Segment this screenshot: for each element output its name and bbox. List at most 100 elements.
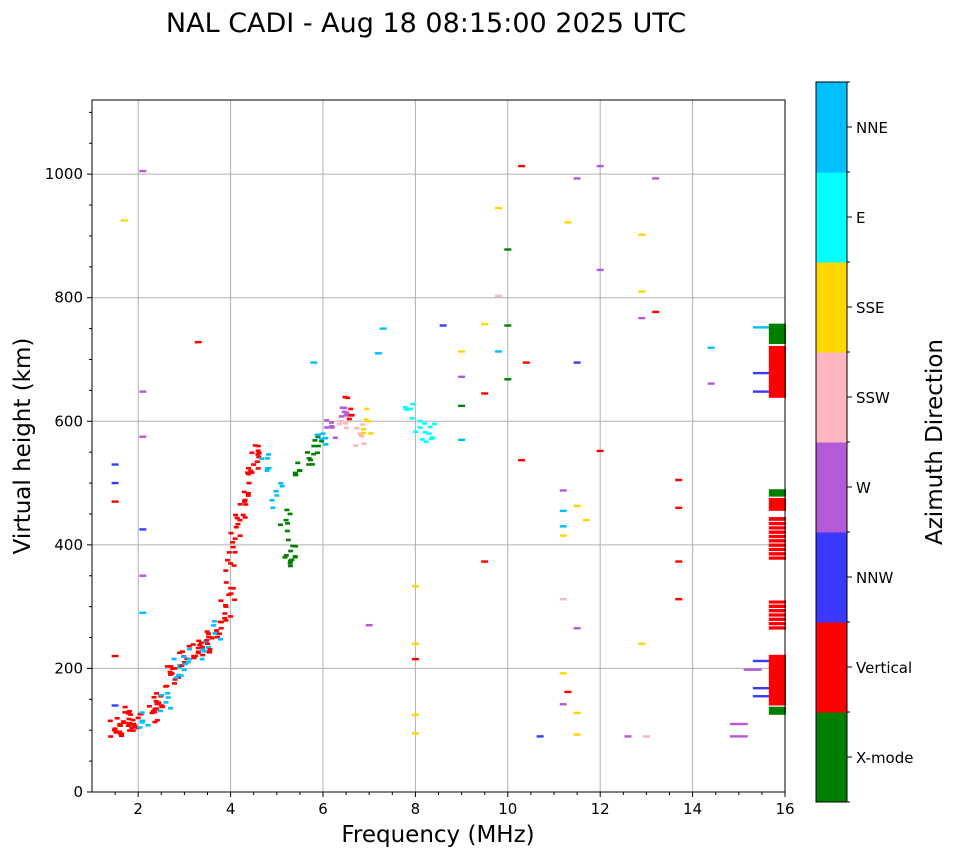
colorbar-segment-ssw (816, 352, 847, 443)
colorbar-segment-nne (816, 82, 847, 173)
colorbar-label: Azimuth Direction (922, 339, 948, 545)
echo-point (430, 436, 436, 439)
echo-point (564, 221, 572, 224)
echo-point (324, 426, 330, 429)
y-tick-label: 200 (54, 659, 83, 677)
echo-point (204, 638, 210, 642)
echo-point (171, 657, 177, 661)
echo-point (139, 574, 147, 577)
echo-point (233, 513, 239, 517)
echo-point (218, 599, 224, 602)
echo-point (256, 455, 262, 459)
echo-point (290, 544, 296, 548)
echo-point (361, 442, 367, 445)
echo-point (348, 407, 354, 411)
echo-point (311, 452, 317, 456)
echo-point (235, 522, 241, 526)
echo-point (315, 444, 321, 448)
echo-point (212, 632, 218, 635)
echo-point (432, 422, 438, 426)
echo-point (231, 564, 237, 567)
echo-point (172, 678, 178, 681)
edge-echo-block (768, 706, 786, 715)
echo-point (582, 518, 590, 522)
echo-point (241, 500, 247, 503)
echo-point (255, 449, 261, 453)
echo-point (140, 719, 146, 723)
echo-point (343, 422, 349, 425)
echo-point (458, 404, 466, 408)
echo-point (596, 268, 604, 272)
echo-point (287, 512, 293, 516)
echo-point (297, 469, 303, 473)
echo-point (481, 323, 489, 326)
echo-point (200, 653, 206, 657)
echo-point (411, 585, 419, 588)
echo-point (251, 463, 257, 466)
echo-point (130, 729, 136, 732)
echo-point (573, 627, 581, 630)
echo-point (336, 422, 342, 426)
echo-point (169, 672, 175, 675)
echo-point (255, 453, 261, 456)
echo-point (230, 587, 236, 590)
echo-point (195, 651, 201, 655)
colorbar-label-ssw: SSW (856, 389, 890, 407)
echo-point (182, 662, 188, 666)
echo-point (752, 695, 771, 698)
echo-point (279, 484, 285, 488)
echo-point (342, 395, 348, 399)
echo-point (137, 712, 143, 716)
echo-point (411, 713, 419, 716)
echo-point (195, 650, 201, 653)
echo-point (411, 657, 419, 661)
echo-point (156, 701, 162, 705)
echo-point (324, 419, 330, 422)
echo-point (518, 164, 526, 168)
echo-point (152, 720, 158, 724)
echo-point (311, 444, 317, 448)
echo-point (196, 639, 202, 643)
echo-point (207, 650, 213, 654)
echo-point (283, 518, 289, 522)
echo-point (254, 460, 260, 464)
colorbar-label-vertical: Vertical (856, 659, 912, 677)
echo-point (306, 463, 312, 466)
echo-point (374, 352, 382, 355)
echo-point (207, 648, 213, 651)
echo-point (150, 709, 156, 713)
echo-point (266, 453, 272, 456)
echo-point (265, 457, 271, 460)
echo-point (675, 560, 683, 563)
echo-point (417, 426, 423, 429)
echo-point (332, 436, 338, 440)
echo-point (153, 700, 159, 703)
echo-point (226, 551, 232, 554)
echo-point (237, 534, 243, 538)
echo-point (366, 419, 372, 423)
echo-point (306, 457, 312, 460)
echo-point (410, 402, 416, 406)
echo-point (163, 701, 169, 704)
colorbar-segment-nnw (816, 532, 847, 623)
echo-point (218, 638, 224, 641)
echo-point (199, 641, 205, 645)
echo-point (495, 206, 503, 210)
echo-point (218, 626, 224, 630)
echo-point (167, 670, 173, 674)
echo-point (145, 723, 151, 727)
echo-point (379, 327, 387, 330)
echo-point (132, 725, 138, 728)
echo-point (128, 713, 134, 716)
echo-point (223, 619, 229, 622)
echo-point (255, 444, 261, 448)
chart-title: NAL CADI - Aug 18 08:15:00 2025 UTC (166, 8, 686, 39)
x-tick-label: 14 (683, 800, 702, 818)
echo-point (121, 721, 127, 725)
y-tick-label: 800 (54, 289, 83, 307)
echo-point (249, 451, 255, 455)
echo-point (232, 598, 238, 602)
echo-point (223, 581, 229, 584)
echo-point (266, 466, 272, 470)
x-axis-label: Frequency (MHz) (341, 822, 534, 848)
